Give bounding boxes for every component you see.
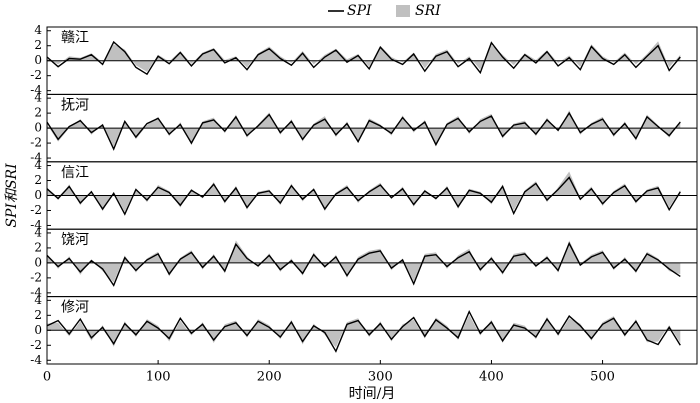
y-tick-label: -4 (30, 285, 42, 299)
x-axis-label: 时间/月 (349, 386, 396, 402)
y-tick-label: 0 (34, 188, 42, 202)
x-tick-label: 100 (146, 370, 171, 385)
panel-title: 赣江 (61, 30, 89, 46)
sri-area (47, 171, 681, 212)
y-tick-label: 2 (34, 106, 42, 120)
y-tick-label: 2 (34, 308, 42, 322)
sri-area (47, 240, 681, 283)
y-tick-label: -4 (30, 83, 42, 97)
y-tick-label: 2 (34, 38, 42, 52)
y-tick-label: 4 (34, 91, 42, 105)
y-tick-label: 4 (34, 23, 42, 37)
y-tick-label: 2 (34, 240, 42, 254)
spi-line (46, 40, 681, 76)
y-tick-label: -4 (30, 353, 42, 367)
y-tick-label: 4 (34, 158, 42, 172)
panel-title: 信江 (61, 165, 89, 181)
panel-title: 抚河 (61, 97, 89, 113)
sri-area (47, 41, 681, 72)
y-tick-label: 0 (34, 121, 42, 135)
x-tick-label: 200 (257, 370, 282, 385)
y-tick-label: -2 (30, 203, 42, 217)
y-tick-label: -2 (30, 270, 42, 284)
x-tick-label: 0 (43, 370, 51, 385)
legend-label: SRI (415, 3, 441, 19)
spi-line (46, 241, 681, 287)
y-tick-label: 2 (34, 173, 42, 187)
x-tick-label: 400 (479, 370, 504, 385)
y-tick-label: -4 (30, 151, 42, 165)
y-axis-label: SPI和SRI (4, 163, 20, 228)
y-tick-label: 0 (34, 53, 42, 67)
spi-line (46, 111, 681, 151)
x-tick-label: 300 (368, 370, 393, 385)
y-tick-label: 4 (34, 293, 42, 307)
y-tick-label: 4 (34, 225, 42, 239)
y-tick-label: 0 (34, 255, 42, 269)
spi-line (46, 309, 681, 353)
y-tick-label: -2 (30, 136, 42, 150)
y-tick-label: -2 (30, 338, 42, 352)
x-tick-label: 500 (590, 370, 615, 385)
spi-line (46, 176, 681, 216)
legend-swatch (396, 5, 410, 17)
y-tick-label: 0 (34, 323, 42, 337)
legend-label: SPI (347, 3, 372, 19)
y-tick-label: -2 (30, 68, 42, 82)
y-tick-label: -4 (30, 218, 42, 232)
panel-title: 修河 (61, 300, 89, 316)
panel-title: 饶河 (61, 232, 89, 248)
